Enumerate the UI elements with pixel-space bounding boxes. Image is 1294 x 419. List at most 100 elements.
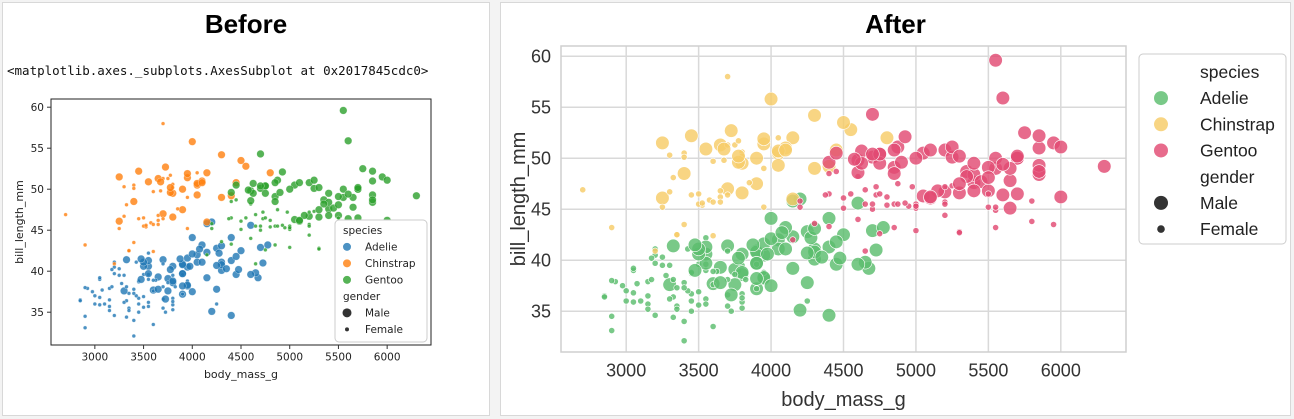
data-point-adelie (601, 293, 608, 301)
data-point-chinstrap (774, 134, 782, 142)
axes-repr-output: <matplotlib.axes._subplots.AxesSubplot a… (7, 63, 429, 78)
data-point-adelie (227, 311, 236, 320)
data-point-adelie (166, 265, 175, 274)
data-point-adelie (738, 304, 746, 312)
data-point-gentoo (209, 221, 214, 226)
data-point-chinstrap (166, 183, 175, 192)
data-point-gentoo (273, 242, 278, 248)
legend-marker-gentoo (343, 275, 351, 284)
data-point-chinstrap (684, 128, 699, 143)
data-point-adelie (154, 285, 163, 294)
data-point-gentoo (316, 247, 321, 252)
data-point-adelie (763, 278, 779, 293)
legend-marker-female (1157, 225, 1165, 233)
y-tick-label: 40 (531, 251, 551, 271)
data-point-adelie (136, 296, 141, 301)
data-point-gentoo (314, 205, 323, 214)
data-point-adelie (246, 270, 255, 279)
data-point-adelie (161, 284, 166, 289)
data-point-adelie (83, 285, 88, 290)
data-point-chinstrap (659, 203, 666, 211)
x-tick-label: 3000 (606, 360, 646, 380)
data-point-gentoo (1010, 186, 1025, 201)
data-point-adelie (124, 315, 129, 320)
data-point-chinstrap (159, 209, 168, 218)
legend-label-female: Female (1200, 219, 1258, 239)
data-point-gentoo (368, 177, 377, 185)
data-point-gentoo (890, 224, 898, 231)
data-point-adelie (120, 286, 129, 295)
data-point-adelie (745, 237, 761, 252)
data-point-gentoo (861, 247, 869, 255)
data-point-adelie (168, 277, 177, 285)
data-point-adelie (161, 261, 166, 266)
data-point-adelie (680, 284, 688, 292)
data-point-gentoo (263, 247, 268, 252)
data-point-adelie (92, 293, 97, 298)
legend-marker-adelie (343, 242, 351, 251)
data-point-adelie (687, 237, 703, 252)
data-point-adelie (188, 233, 197, 242)
data-point-gentoo (894, 180, 902, 188)
legend-label-female: Female (365, 324, 403, 336)
data-point-gentoo (368, 195, 377, 204)
data-point-adelie (774, 225, 790, 240)
data-point-gentoo (847, 152, 862, 167)
data-point-adelie (144, 269, 153, 278)
data-point-gentoo (1003, 201, 1018, 216)
data-point-adelie (731, 271, 739, 278)
data-point-adelie (176, 254, 185, 263)
x-tick-label: 6000 (374, 351, 401, 363)
before-title: Before (204, 9, 288, 39)
data-point-gentoo (256, 181, 265, 190)
data-point-adelie (100, 288, 105, 293)
data-point-chinstrap (156, 213, 161, 218)
data-point-chinstrap (122, 184, 127, 189)
data-point-gentoo (234, 197, 239, 202)
data-point-gentoo (276, 188, 284, 197)
data-point-chinstrap (760, 164, 768, 172)
data-point-gentoo (244, 186, 253, 194)
data-point-adelie (237, 246, 245, 255)
data-point-adelie (151, 322, 156, 327)
data-point-adelie (709, 323, 717, 330)
data-point-chinstrap (669, 174, 677, 181)
data-point-adelie (742, 276, 750, 283)
data-point-adelie (687, 297, 695, 305)
data-point-chinstrap (185, 226, 190, 231)
data-point-adelie (651, 311, 659, 319)
x-tick-label: 5500 (968, 360, 1008, 380)
data-point-gentoo (253, 261, 258, 266)
data-point-gentoo (271, 178, 280, 187)
data-point-adelie (648, 276, 655, 283)
data-point-gentoo (992, 203, 1000, 211)
data-point-chinstrap (724, 73, 732, 80)
data-point-gentoo (295, 178, 304, 187)
data-point-adelie (124, 284, 129, 289)
data-point-chinstrap (879, 130, 895, 145)
data-point-adelie (673, 284, 681, 292)
data-point-adelie (134, 293, 139, 298)
x-tick-label: 4500 (823, 360, 863, 380)
data-point-adelie (868, 242, 884, 258)
legend-marker-adelie (1154, 91, 1168, 106)
before-panel: Before <matplotlib.axes._subplots.AxesSu… (2, 2, 490, 416)
data-point-chinstrap (608, 224, 616, 231)
data-point-adelie (90, 289, 95, 294)
after-title: After (865, 9, 926, 39)
data-point-adelie (112, 271, 117, 276)
data-point-gentoo (261, 189, 270, 198)
data-point-adelie (724, 287, 739, 302)
y-tick-label: 50 (531, 149, 551, 169)
data-point-chinstrap (156, 177, 165, 186)
data-point-adelie (119, 281, 124, 286)
data-point-adelie (630, 289, 637, 297)
data-point-adelie (763, 231, 779, 246)
data-point-chinstrap (666, 188, 674, 196)
data-point-adelie (146, 251, 151, 256)
plot-frame (560, 45, 1127, 353)
data-point-gentoo (847, 190, 855, 198)
data-point-gentoo (344, 190, 353, 199)
data-point-adelie (109, 267, 114, 272)
data-point-gentoo (1017, 125, 1032, 140)
